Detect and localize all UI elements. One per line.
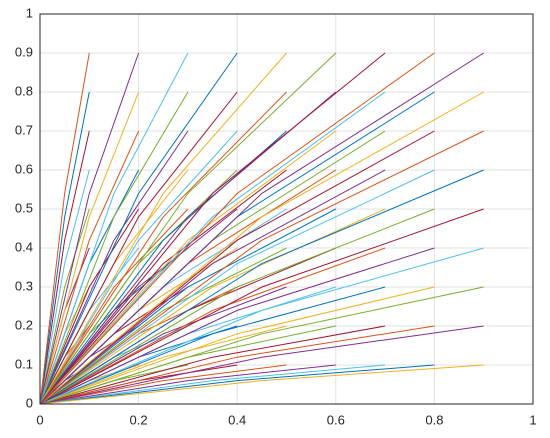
x-tick-label: 0.6 [327, 412, 345, 427]
line [39, 325, 435, 405]
line [39, 91, 140, 405]
line [39, 52, 386, 405]
line [39, 208, 484, 405]
line [39, 364, 484, 405]
x-tick-label: 1 [529, 412, 536, 427]
line [39, 169, 484, 405]
line [39, 169, 90, 405]
line [39, 52, 90, 405]
line [39, 52, 484, 405]
y-tick-label: 0 [26, 395, 33, 410]
line [39, 169, 386, 405]
line [39, 286, 484, 405]
line [39, 130, 90, 405]
x-tick-label: 0.8 [425, 412, 443, 427]
line [39, 130, 337, 405]
line [39, 208, 90, 405]
line [39, 247, 435, 405]
line [39, 364, 287, 405]
line [39, 130, 484, 405]
y-tick-label: 0.8 [15, 83, 33, 98]
line [39, 286, 435, 405]
line [39, 130, 287, 405]
y-tick-label: 0.9 [15, 44, 33, 59]
line [39, 247, 386, 405]
y-tick-label: 1 [26, 5, 33, 20]
line [39, 52, 287, 405]
x-tick-label: 0.4 [228, 412, 246, 427]
line [39, 208, 435, 405]
line [39, 130, 238, 405]
line [39, 208, 386, 405]
line [39, 130, 189, 405]
line [39, 52, 435, 405]
y-tick-label: 0.2 [15, 317, 33, 332]
line [39, 91, 238, 405]
line [39, 364, 386, 405]
line [39, 325, 484, 405]
line [39, 169, 435, 405]
line [39, 130, 140, 405]
y-tick-label: 0.5 [15, 200, 33, 215]
line [39, 208, 337, 405]
line [39, 247, 484, 405]
line [39, 208, 140, 405]
line [39, 247, 287, 405]
x-tick-label: 0.2 [130, 412, 148, 427]
y-tick-label: 0.7 [15, 122, 33, 137]
y-tick-label: 0.1 [15, 356, 33, 371]
line [39, 208, 189, 405]
line [39, 52, 189, 405]
y-tick-label: 0.4 [15, 239, 33, 254]
line [39, 91, 189, 405]
line [39, 286, 287, 405]
x-tick-label: 0 [36, 412, 43, 427]
line [39, 364, 336, 405]
line [39, 325, 287, 405]
line [39, 52, 140, 405]
line [39, 208, 238, 405]
y-tick-label: 0.3 [15, 278, 33, 293]
line [39, 52, 337, 405]
line [39, 52, 238, 405]
axes-box [39, 13, 534, 405]
line [39, 286, 386, 405]
line [39, 91, 386, 405]
line [39, 91, 484, 405]
line [39, 325, 386, 405]
line [39, 130, 435, 405]
line [39, 91, 90, 405]
line [39, 364, 435, 405]
line [39, 169, 287, 405]
y-tick-label: 0.6 [15, 161, 33, 176]
line [39, 91, 287, 405]
